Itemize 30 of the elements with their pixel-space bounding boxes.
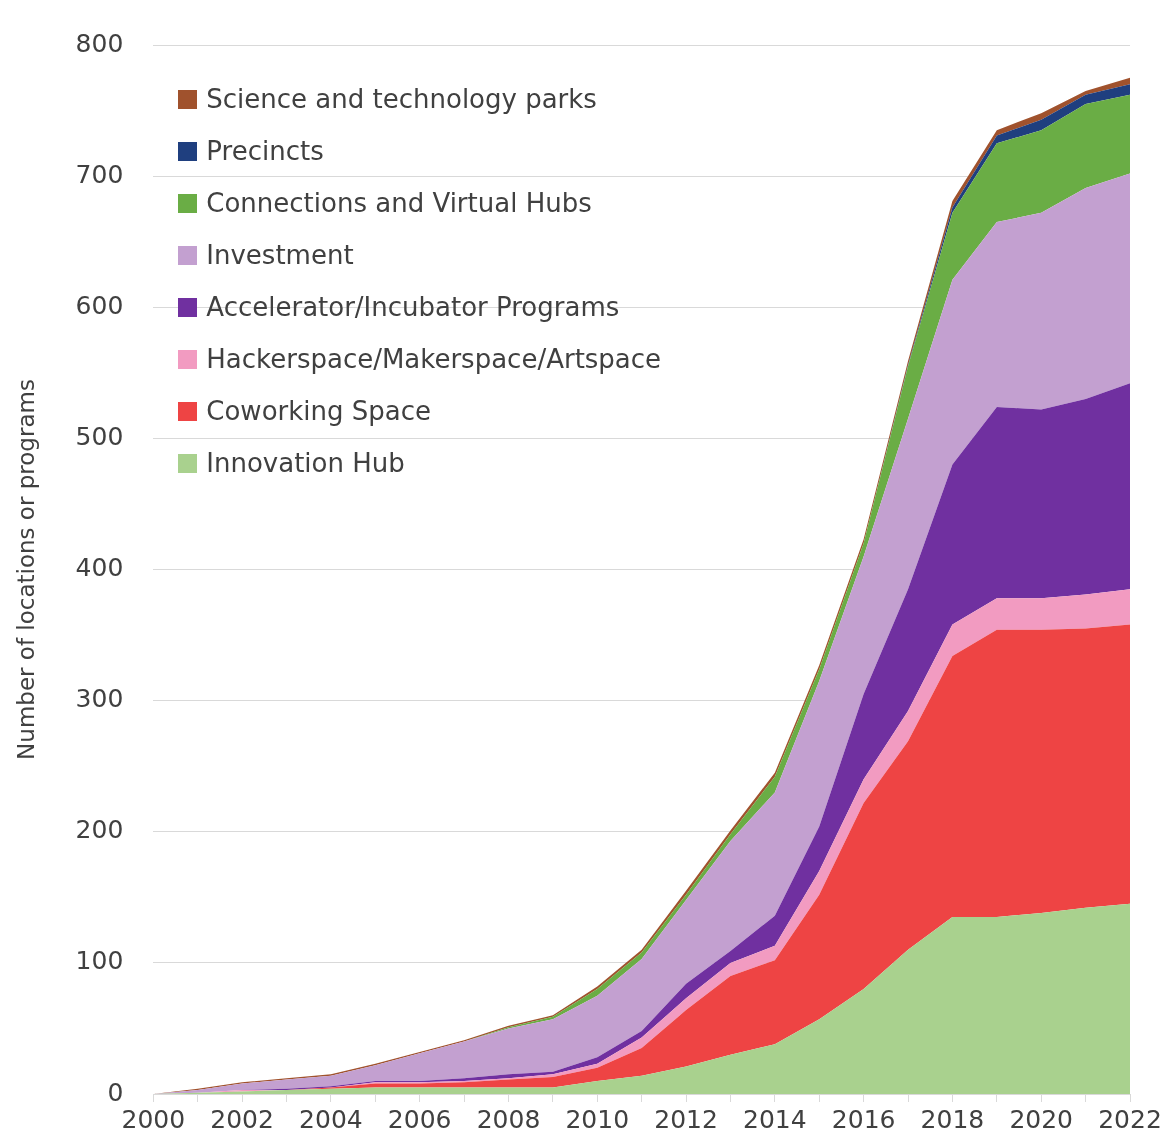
y-tick-label: 700	[75, 159, 124, 189]
x-tick-label: 2016	[831, 1104, 896, 1134]
y-axis-title: Number of locations or programs	[12, 379, 39, 760]
legend-label: Science and technology parks	[206, 83, 597, 116]
y-tick-label: 400	[75, 553, 124, 582]
x-tick-label: 2008	[476, 1104, 541, 1134]
y-tick-label: 0	[107, 1077, 124, 1107]
x-tick-label: 2002	[210, 1104, 274, 1134]
legend-label: Innovation Hub	[206, 447, 405, 480]
x-tick-label: 2020	[1009, 1104, 1074, 1134]
x-tick-label: 2018	[920, 1104, 985, 1134]
x-tick-label: 2022	[1098, 1104, 1162, 1134]
x-tick-label: 2012	[654, 1104, 718, 1134]
y-tick-label: 500	[75, 421, 124, 451]
legend-label: Precincts	[206, 135, 324, 168]
legend-label: Coworking Space	[206, 395, 431, 428]
y-tick-label: 600	[75, 290, 124, 320]
legend-label: Hackerspace/Makerspace/Artspace	[206, 343, 662, 376]
y-tick-label: 100	[75, 946, 124, 976]
y-tick-label: 800	[75, 28, 124, 58]
x-tick-label: 2014	[743, 1104, 807, 1134]
legend-label: Connections and Virtual Hubs	[206, 187, 592, 220]
y-tick-label: 200	[75, 815, 124, 845]
y-tick-label: 300	[75, 684, 124, 714]
x-tick-label: 2000	[121, 1104, 186, 1134]
legend-label: Investment	[206, 239, 354, 272]
x-tick-label: 2010	[565, 1104, 630, 1134]
x-tick-label: 2006	[387, 1104, 452, 1134]
x-tick-label: 2004	[299, 1104, 363, 1134]
legend-label: Accelerator/Incubator Programs	[206, 291, 620, 324]
